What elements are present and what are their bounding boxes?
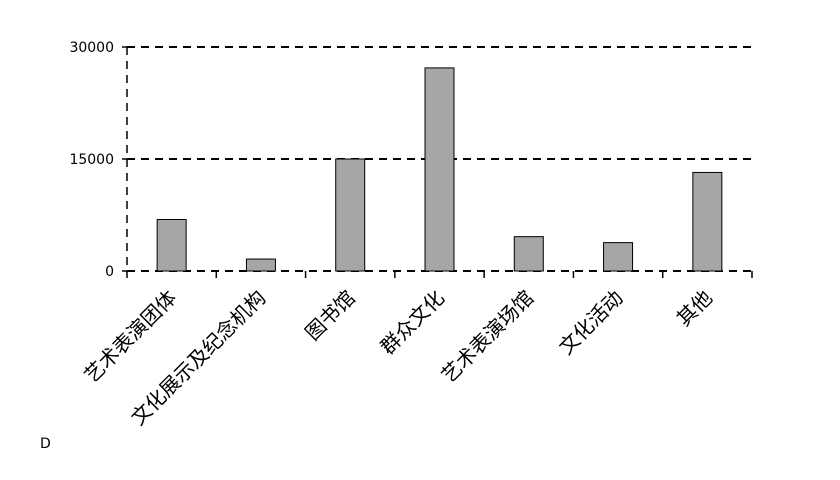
x-tick-label: 其他 bbox=[672, 286, 717, 331]
x-tick-label: 艺术表演场馆 bbox=[436, 286, 538, 388]
bar bbox=[513, 236, 544, 272]
bar bbox=[245, 258, 276, 272]
bar bbox=[335, 158, 366, 272]
x-tick-label: 文化活动 bbox=[554, 286, 628, 360]
footnote-label: D bbox=[40, 436, 51, 452]
y-tick-label: 15000 bbox=[69, 152, 114, 168]
bar bbox=[603, 242, 634, 272]
bar bbox=[424, 67, 455, 272]
y-tick-label: 30000 bbox=[69, 40, 114, 56]
bar bbox=[156, 218, 187, 272]
bar bbox=[692, 171, 723, 272]
x-tick-label: 群众文化 bbox=[375, 286, 449, 360]
y-tick-label: 0 bbox=[105, 264, 114, 280]
x-tick-label: 图书馆 bbox=[300, 286, 359, 345]
